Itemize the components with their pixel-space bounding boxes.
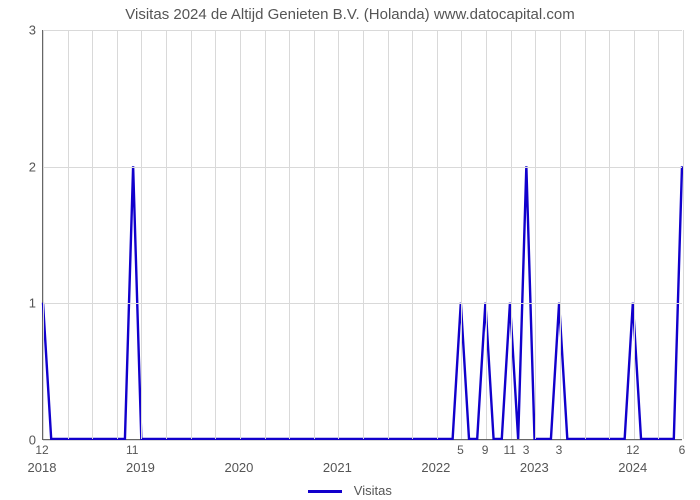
data-label: 6 bbox=[679, 443, 686, 457]
gridline-v bbox=[511, 30, 512, 439]
y-tick-label: 0 bbox=[0, 433, 36, 448]
gridline-v bbox=[191, 30, 192, 439]
gridline-v bbox=[43, 30, 44, 439]
gridline-h bbox=[43, 440, 682, 441]
data-label: 9 bbox=[482, 443, 489, 457]
gridline-v bbox=[215, 30, 216, 439]
gridline-v bbox=[388, 30, 389, 439]
gridline-v bbox=[338, 30, 339, 439]
x-tick-year: 2020 bbox=[224, 460, 253, 475]
data-label: 11 bbox=[503, 443, 515, 457]
x-tick-year: 2021 bbox=[323, 460, 352, 475]
gridline-v bbox=[314, 30, 315, 439]
gridline-v bbox=[634, 30, 635, 439]
gridline-v bbox=[141, 30, 142, 439]
gridline-v bbox=[289, 30, 290, 439]
y-tick-label: 1 bbox=[0, 296, 36, 311]
gridline-v bbox=[363, 30, 364, 439]
gridline-v bbox=[240, 30, 241, 439]
y-tick-label: 3 bbox=[0, 23, 36, 38]
gridline-v bbox=[117, 30, 118, 439]
gridline-v bbox=[560, 30, 561, 439]
gridline-v bbox=[437, 30, 438, 439]
gridline-v bbox=[683, 30, 684, 439]
x-tick-year: 2022 bbox=[421, 460, 450, 475]
gridline-v bbox=[535, 30, 536, 439]
x-tick-year: 2018 bbox=[28, 460, 57, 475]
data-label: 3 bbox=[523, 443, 530, 457]
chart-plot-area bbox=[42, 30, 682, 440]
data-label: 12 bbox=[35, 443, 48, 457]
gridline-v bbox=[265, 30, 266, 439]
legend-label: Visitas bbox=[354, 483, 392, 498]
gridline-v bbox=[486, 30, 487, 439]
x-tick-year: 2024 bbox=[618, 460, 647, 475]
chart-legend: Visitas bbox=[0, 483, 700, 498]
legend-swatch bbox=[308, 490, 342, 493]
gridline-v bbox=[658, 30, 659, 439]
data-label: 5 bbox=[457, 443, 464, 457]
data-label: 12 bbox=[626, 443, 639, 457]
y-tick-label: 2 bbox=[0, 159, 36, 174]
gridline-v bbox=[412, 30, 413, 439]
gridline-v bbox=[609, 30, 610, 439]
gridline-v bbox=[461, 30, 462, 439]
x-tick-year: 2023 bbox=[520, 460, 549, 475]
data-label: 11 bbox=[126, 443, 138, 457]
x-tick-year: 2019 bbox=[126, 460, 155, 475]
gridline-v bbox=[68, 30, 69, 439]
gridline-v bbox=[166, 30, 167, 439]
data-label: 3 bbox=[556, 443, 563, 457]
gridline-v bbox=[92, 30, 93, 439]
gridline-v bbox=[585, 30, 586, 439]
chart-title: Visitas 2024 de Altijd Genieten B.V. (Ho… bbox=[0, 6, 700, 23]
